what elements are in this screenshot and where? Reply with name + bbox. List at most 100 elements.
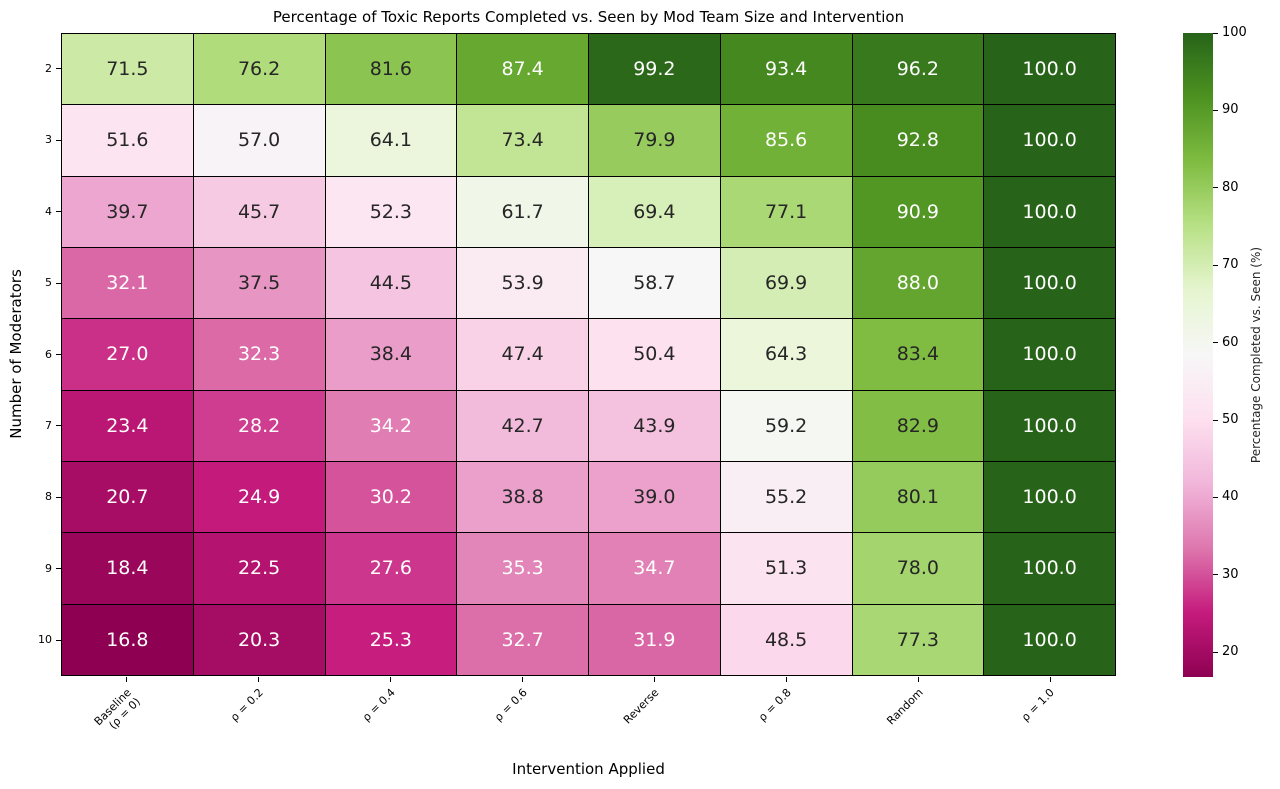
x-tick-mark [917,677,919,682]
y-tick-label: 9 [45,561,52,575]
heatmap-cell: 82.9 [852,390,984,461]
heatmap-cell: 100.0 [984,462,1115,533]
y-tick-label: 10 [38,633,52,647]
heatmap-cell: 81.6 [325,34,457,105]
heatmap-cell: 90.9 [852,176,984,247]
y-tick-mark [56,568,61,570]
x-axis-label: Intervention Applied [512,760,665,778]
y-tick-mark [56,211,61,213]
heatmap-cell: 55.2 [720,462,852,533]
heatmap-cell: 80.1 [852,462,984,533]
heatmap-cell: 99.2 [589,34,720,105]
heatmap-cell: 100.0 [984,533,1115,604]
heatmap-cell: 20.3 [193,604,325,675]
heatmap-cell: 28.2 [193,390,325,461]
colorbar-tick-mark [1213,32,1218,34]
y-tick-mark [56,425,61,427]
heatmap-cell: 76.2 [193,34,325,105]
heatmap-cell: 45.7 [193,176,325,247]
y-tick-label: 5 [45,276,52,290]
heatmap-cell: 64.3 [720,319,852,390]
y-tick-label: 7 [45,418,52,432]
y-tick-label: 8 [45,490,52,504]
y-tick-label: 3 [45,133,52,147]
colorbar-tick-mark [1213,496,1218,498]
heatmap-cell: 30.2 [325,462,457,533]
x-tick-label: Random [883,686,926,728]
heatmap-cell: 100.0 [984,319,1115,390]
heatmap-cell: 23.4 [62,390,193,461]
heatmap-cell: 61.7 [457,176,588,247]
heatmap-cell: 100.0 [984,390,1115,461]
colorbar-tick-label: 50 [1222,412,1239,428]
heatmap-cell: 87.4 [457,34,588,105]
y-tick-mark [56,139,61,141]
heatmap-cell: 53.9 [457,248,588,319]
colorbar-tick-label: 30 [1222,566,1239,582]
colorbar-tick-mark [1213,264,1218,266]
colorbar-tick-label: 20 [1222,644,1239,660]
heatmap-cell: 39.0 [589,462,720,533]
colorbar-tick-mark [1213,187,1218,189]
heatmap-cell: 77.3 [852,604,984,675]
x-tick-label: ρ = 0.2 [228,686,267,724]
colorbar-gradient [1183,33,1213,677]
heatmap-cell: 100.0 [984,105,1115,176]
heatmap-cell: 100.0 [984,604,1115,675]
heatmap-cell: 51.6 [62,105,193,176]
heatmap-cell: 85.6 [720,105,852,176]
heatmap-cell: 47.4 [457,319,588,390]
heatmap-grid: 71.5 76.2 81.6 87.4 99.2 93.4 96.2 100.0 51.6 57.… [61,33,1116,676]
x-tick-label: ρ = 0.8 [755,686,794,724]
colorbar-tick-label: 70 [1222,257,1239,273]
heatmap-cell: 34.7 [589,533,720,604]
colorbar-tick-label: 100 [1222,25,1247,40]
heatmap-cell: 100.0 [984,34,1115,105]
heatmap-cell: 32.3 [193,319,325,390]
heatmap-cell: 43.9 [589,390,720,461]
heatmap-cell: 51.3 [720,533,852,604]
x-tick-label: ρ = 1.0 [1019,686,1058,724]
heatmap-cell: 50.4 [589,319,720,390]
colorbar-label: Percentage Completed vs. Seen (%) [1249,246,1263,464]
heatmap-cell: 78.0 [852,533,984,604]
heatmap-cell: 18.4 [62,533,193,604]
colorbar-tick-label: 40 [1222,489,1239,505]
heatmap-cell: 34.2 [325,390,457,461]
heatmap-cell: 16.8 [62,604,193,675]
heatmap-cell: 38.4 [325,319,457,390]
heatmap-cell: 77.1 [720,176,852,247]
heatmap-cell: 69.9 [720,248,852,319]
colorbar-tick-mark [1213,651,1218,653]
x-tick-mark [653,677,655,682]
colorbar-tick-mark [1213,109,1218,111]
heatmap-cell: 71.5 [62,34,193,105]
heatmap-cell: 27.6 [325,533,457,604]
heatmap-cell: 27.0 [62,319,193,390]
heatmap-cell: 69.4 [589,176,720,247]
y-tick-mark [56,282,61,284]
x-tick-mark [785,677,787,682]
heatmap-cell: 31.9 [589,604,720,675]
heatmap-cell: 96.2 [852,34,984,105]
heatmap-cell: 32.7 [457,604,588,675]
heatmap-cell: 73.4 [457,105,588,176]
colorbar-tick-mark [1213,574,1218,576]
y-tick-label: 2 [45,61,52,75]
y-tick-label: 6 [45,347,52,361]
y-tick-label: 4 [45,204,52,218]
heatmap-cell: 39.7 [62,176,193,247]
colorbar-tick-mark [1213,419,1218,421]
x-tick-mark [126,677,128,682]
colorbar-tick-label: 80 [1222,179,1239,195]
heatmap-cell: 32.1 [62,248,193,319]
heatmap-cell: 48.5 [720,604,852,675]
heatmap-cell: 100.0 [984,176,1115,247]
heatmap-cell: 22.5 [193,533,325,604]
x-tick-label: ρ = 0.4 [359,686,398,724]
x-tick-mark [1049,677,1051,682]
x-tick-label: Reverse [621,686,662,727]
heatmap-cell: 64.1 [325,105,457,176]
x-tick-mark [390,677,392,682]
